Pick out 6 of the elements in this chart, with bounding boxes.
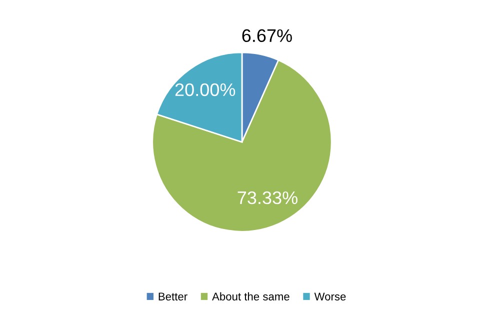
data-label: 20.00% <box>175 83 236 96</box>
data-label: 6.67% <box>242 29 292 42</box>
data-label: 73.33% <box>238 191 298 204</box>
legend-label: Better <box>158 292 188 300</box>
legend-label: About the same <box>212 292 290 300</box>
legend-label: Worse <box>314 292 346 300</box>
